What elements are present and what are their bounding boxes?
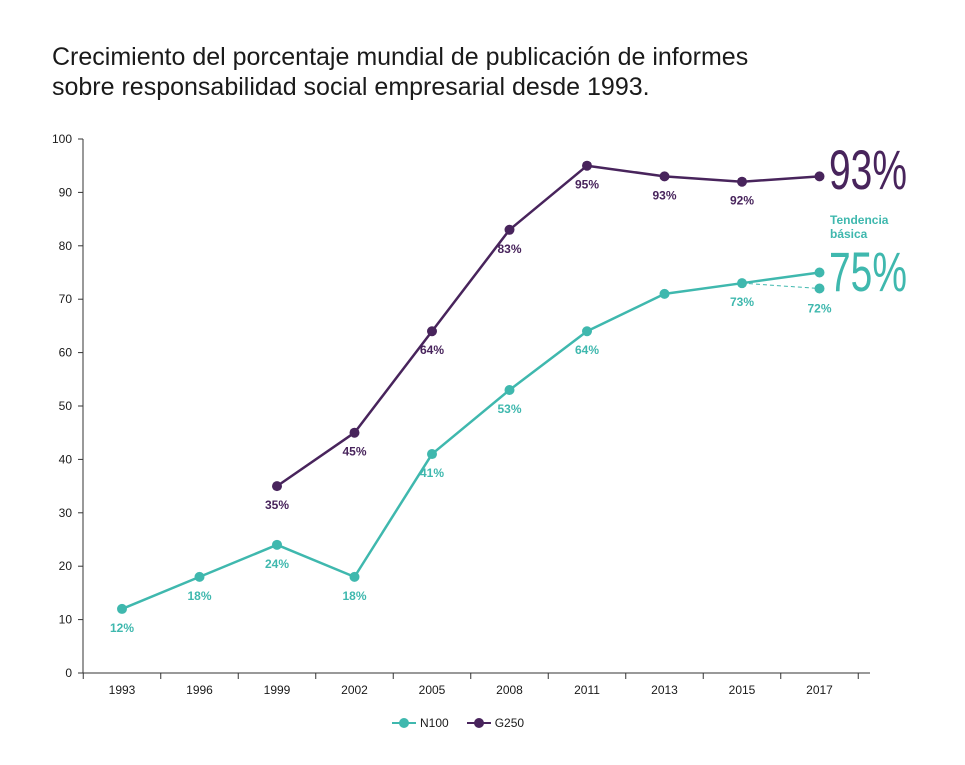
chart-title-line-1: Crecimiento del porcentaje mundial de pu… xyxy=(52,43,749,71)
chart-title-line-2: sobre responsabilidad social empresarial… xyxy=(52,73,650,101)
x-tick-label: 1996 xyxy=(186,683,213,697)
data-point-n100 xyxy=(272,539,282,550)
data-point-g250 xyxy=(582,160,592,171)
data-point-g250 xyxy=(814,171,825,182)
y-tick-label: 80 xyxy=(59,239,73,253)
y-tick-label: 70 xyxy=(59,292,73,306)
y-tick-label: 40 xyxy=(59,452,73,466)
g250-final-annotation: 93% xyxy=(829,138,907,201)
data-point-n100 xyxy=(194,571,205,582)
legend: N100 G250 xyxy=(392,716,524,730)
y-tick-label: 20 xyxy=(59,559,73,573)
legend-marker-n100 xyxy=(399,718,409,728)
y-tick-label: 10 xyxy=(59,613,73,627)
trend-line xyxy=(741,282,820,290)
x-tick-label: 2013 xyxy=(651,683,678,697)
data-point-g250 xyxy=(504,224,515,235)
x-tick-label: 2002 xyxy=(341,683,368,697)
data-label-g250: 95% xyxy=(575,178,599,192)
data-point-g250 xyxy=(737,176,747,187)
data-label-n100: 18% xyxy=(342,589,366,603)
data-point-n100 xyxy=(427,449,437,460)
data-point-n100 xyxy=(582,326,592,337)
legend-label-n100: N100 xyxy=(420,716,449,730)
trend-title-line-2: básica xyxy=(830,227,868,241)
x-tick-label: 1999 xyxy=(264,683,291,697)
data-label-n100: 64% xyxy=(575,343,599,357)
data-point-n100 xyxy=(349,571,360,582)
series-line-n100 xyxy=(121,271,820,611)
y-tick-label: 30 xyxy=(59,506,73,520)
data-label-n100: 73% xyxy=(730,295,754,309)
data-label-g250: 64% xyxy=(420,343,444,357)
data-point-n100 xyxy=(504,384,515,395)
x-tick-label: 2011 xyxy=(574,683,600,697)
legend-swatch-n100 xyxy=(392,718,416,728)
data-label-g250: 45% xyxy=(342,445,366,459)
data-point-g250 xyxy=(427,326,437,337)
data-label-g250: 83% xyxy=(497,242,521,256)
data-point-n100 xyxy=(117,603,127,614)
data-label-g250: 35% xyxy=(265,498,289,512)
y-tick-label: 0 xyxy=(65,666,72,680)
y-tick-label: 60 xyxy=(59,346,73,360)
legend-label-g250: G250 xyxy=(494,716,525,730)
trend-title-line-1: Tendencia xyxy=(830,213,889,227)
data-point-g250 xyxy=(272,481,282,492)
x-tick-label: 2008 xyxy=(496,683,523,697)
legend-marker-g250 xyxy=(473,718,484,728)
series-line-g250 xyxy=(276,164,820,488)
x-tick-label: 2005 xyxy=(419,683,446,697)
data-label-n100: 53% xyxy=(497,402,521,416)
x-tick-label: 2015 xyxy=(729,683,756,697)
data-point-g250 xyxy=(349,427,360,438)
data-label-n100: 41% xyxy=(420,466,444,480)
trend-data-label: 72% xyxy=(807,302,831,316)
y-tick-label: 50 xyxy=(59,399,73,413)
data-label-n100: 24% xyxy=(265,557,289,571)
data-label-n100: 18% xyxy=(187,589,211,603)
n100-final-annotation: 75% xyxy=(829,240,907,303)
chart-title: Crecimiento del porcentaje mundial de pu… xyxy=(52,42,872,102)
x-tick-label: 2017 xyxy=(806,683,833,697)
legend-item-n100: N100 xyxy=(392,716,449,730)
data-label-g250: 92% xyxy=(730,194,754,208)
y-tick-label: 100 xyxy=(52,132,72,146)
x-tick-label: 1993 xyxy=(109,683,136,697)
data-point-n100 xyxy=(814,267,825,278)
legend-swatch-g250 xyxy=(466,718,491,728)
trend-point xyxy=(814,283,825,294)
data-label-g250: 93% xyxy=(652,188,676,202)
data-point-g250 xyxy=(659,171,670,182)
legend-item-g250: G250 xyxy=(466,716,525,730)
data-point-n100 xyxy=(737,278,747,289)
data-point-n100 xyxy=(659,288,670,299)
data-label-n100: 12% xyxy=(110,621,134,635)
y-tick-label: 90 xyxy=(59,185,73,199)
